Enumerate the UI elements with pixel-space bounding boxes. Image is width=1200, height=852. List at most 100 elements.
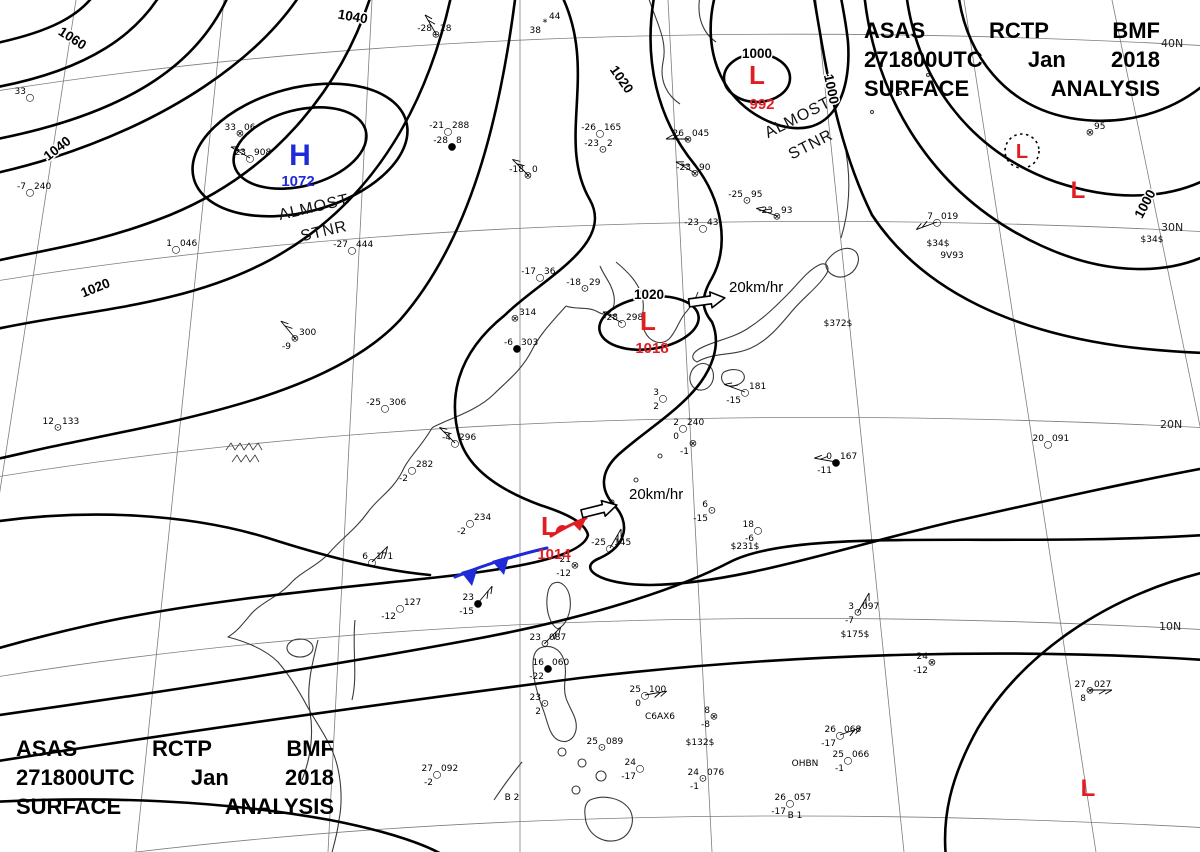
- station-value-upper-left: 24: [625, 758, 637, 768]
- station-value-lower-left: 8: [1080, 694, 1086, 704]
- high-pressure-symbol: H: [289, 139, 311, 172]
- station-symbol: ⊗: [773, 212, 781, 223]
- station-value-lower-left: 0: [673, 432, 679, 442]
- station-symbol: ○: [596, 129, 605, 140]
- station-plot: $132$: [686, 738, 715, 748]
- station-symbol: ○: [741, 388, 750, 399]
- station-code: $34$: [927, 239, 950, 249]
- station-value-lower-left: -2: [424, 778, 433, 788]
- station-plot: ○-17 36: [521, 267, 555, 284]
- station-value-upper-right: 298: [626, 313, 643, 323]
- station-value-upper-right: 076: [707, 768, 724, 778]
- station-value-upper-left: -26: [581, 123, 596, 133]
- wind-barb-tick: [512, 159, 521, 162]
- station-value-lower-left: -17: [821, 739, 836, 749]
- station-symbol: ⊗: [236, 129, 244, 140]
- station-symbol: ○: [659, 394, 668, 405]
- station-plot: ⊗26 045: [665, 129, 709, 146]
- station-plot: ⊗-9 300: [280, 320, 316, 352]
- station-value-lower-left: -15: [459, 607, 474, 617]
- station-value-lower-left: -7: [845, 616, 854, 626]
- station-code: $231$: [731, 542, 760, 552]
- station-value-upper-right: 234: [474, 513, 491, 523]
- station-symbol: ⊗: [710, 712, 718, 723]
- wind-barb-tick: [558, 627, 561, 636]
- station-value-lower-left: 2: [535, 707, 541, 717]
- station-value-upper-left: -28: [603, 313, 618, 323]
- station-value-lower-left: 0: [635, 699, 641, 709]
- wind-barb-tick: [660, 690, 667, 697]
- station-plot: ○-15 181: [724, 382, 766, 406]
- isobar-label: 1020: [634, 287, 664, 302]
- station-value-lower-left: -6: [745, 534, 754, 544]
- station-symbol: ⊙: [854, 608, 862, 619]
- station-plot: ○20 091: [1033, 434, 1070, 451]
- title-block-top: ASAS RCTP BMF 271800UTC Jan 2018 SURFACE…: [864, 16, 1160, 103]
- isobar-label: 1000: [742, 46, 772, 61]
- station-plot: ⊗-23 90: [675, 161, 711, 180]
- station-value-upper-right: 091: [1052, 434, 1069, 444]
- station-symbol: ●: [513, 344, 522, 355]
- station-plot: ⊗-23 93: [756, 206, 792, 223]
- low-pressure-symbol: L: [1081, 775, 1096, 802]
- station-value-upper-left: 23: [530, 633, 541, 643]
- station-plot: $34$: [927, 239, 950, 249]
- isobar-label: 1060: [56, 24, 89, 53]
- station-value-upper-right: 95: [1094, 122, 1105, 132]
- station-value-upper-right: 045: [692, 129, 709, 139]
- station-symbol: ○: [466, 519, 475, 530]
- station-symbol: ⊗: [684, 135, 692, 146]
- wind-barb: [602, 311, 623, 324]
- station-value-upper-left: -25: [366, 398, 381, 408]
- wind-barb: [839, 727, 861, 736]
- station-value-upper-left: 6: [702, 500, 708, 510]
- wind-barb: [857, 592, 870, 613]
- coastlines: [225, 0, 931, 852]
- station-value-upper-left: 26: [825, 725, 837, 735]
- station-plot: 9V93: [940, 251, 963, 261]
- product-id: ASAS RCTP BMF: [864, 18, 1160, 43]
- station-value-upper-right: 43: [707, 218, 718, 228]
- station-plot: $34$: [1141, 235, 1164, 245]
- low-pressure-symbol: L: [749, 60, 765, 90]
- station-symbol: ○: [408, 466, 417, 477]
- station-symbol: ○: [26, 93, 35, 104]
- wind-barb-tick: [443, 431, 452, 435]
- wind-barb: [230, 146, 251, 159]
- station-value-upper-right: 303: [521, 338, 538, 348]
- isobar-label: 1040: [41, 133, 74, 163]
- station-value-upper-right: 068: [844, 725, 861, 735]
- station-value-upper-right: 089: [606, 737, 623, 747]
- latitude-label: 10N: [1159, 620, 1181, 633]
- station-value-upper-left: -18: [509, 165, 524, 175]
- station-value-upper-right: 29: [589, 278, 601, 288]
- station-code: B 2: [505, 793, 520, 803]
- station-plot: ○-23 43: [684, 218, 718, 235]
- station-plot: ⊙25 089: [587, 737, 624, 754]
- station-symbol: ○: [636, 764, 645, 775]
- station-value-upper-right: 2: [607, 139, 613, 149]
- station-symbol: ○: [26, 188, 35, 199]
- wind-barb-tick: [424, 14, 433, 20]
- station-value-upper-left: 23: [530, 693, 541, 703]
- station-plot: ○26 -17 057: [771, 793, 811, 817]
- central-pressure-value: 1014: [537, 546, 571, 563]
- station-symbol: ○: [246, 154, 255, 165]
- station-value-upper-right: 908: [254, 148, 271, 158]
- isobar-label: 1020: [79, 275, 112, 300]
- station-symbol: *: [543, 18, 548, 29]
- station-plot: ●-28 8: [433, 136, 462, 153]
- station-value-upper-left: 8: [704, 706, 710, 716]
- station-plot: ○18 -6: [743, 520, 763, 544]
- station-value-upper-right: 296: [459, 433, 476, 443]
- wind-barb-tick: [855, 727, 862, 734]
- station-value-upper-left: -6: [504, 338, 513, 348]
- station-symbol: ○: [536, 273, 545, 284]
- station-plot: ○7 019: [915, 212, 958, 230]
- station-symbol: ○: [451, 439, 460, 450]
- station-value-lower-left: -12: [556, 569, 571, 579]
- station-symbol: ○: [606, 544, 615, 555]
- station-value-upper-left: 24: [917, 652, 929, 662]
- motion-arrow-1014: [580, 499, 618, 519]
